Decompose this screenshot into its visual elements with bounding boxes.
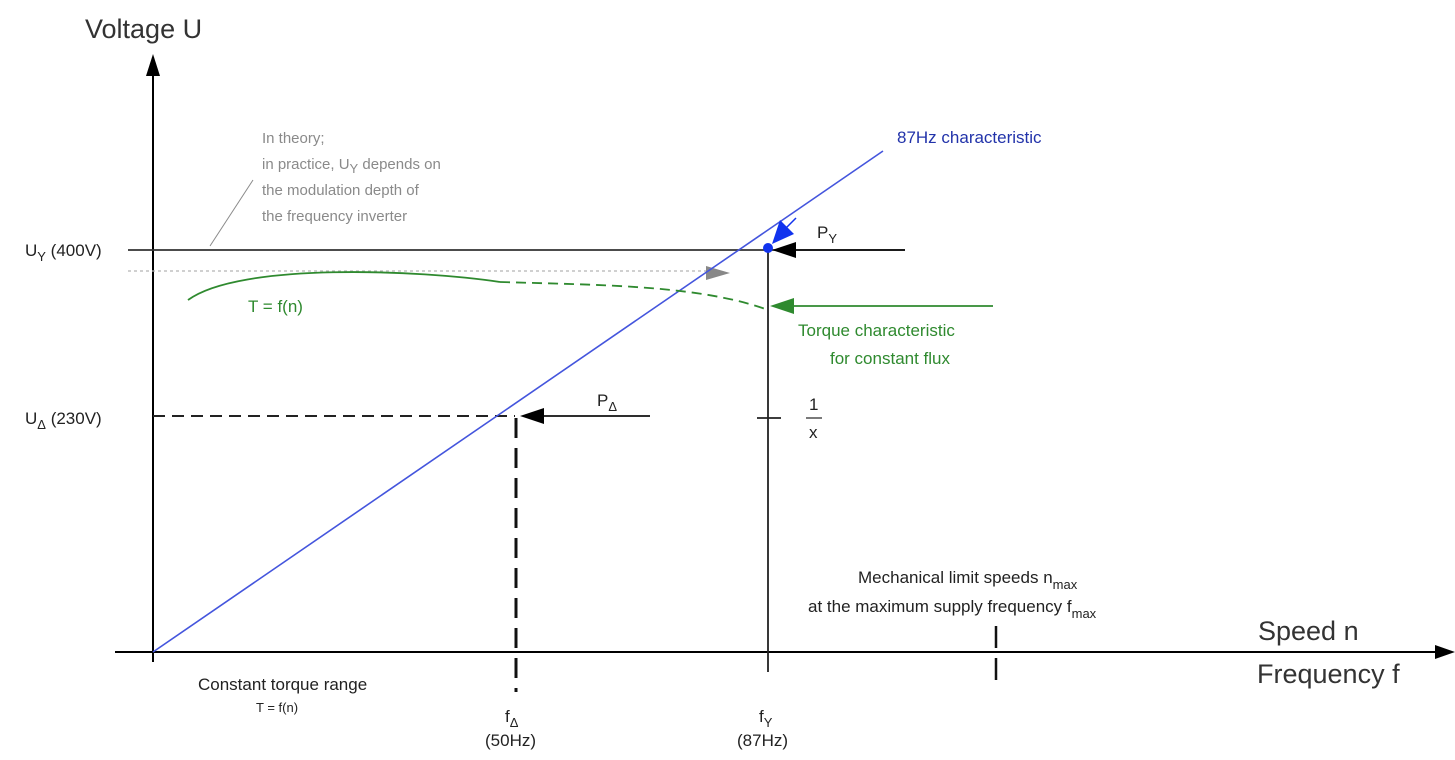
constant-torque-range-label: Constant torque range: [198, 675, 367, 694]
f-y-value: (87Hz): [737, 731, 788, 750]
u-delta-label: UΔ (230V): [25, 409, 102, 432]
note-line-4: the frequency inverter: [262, 208, 407, 225]
x-axis-title-speed: Speed n: [1258, 616, 1359, 646]
ratio-numerator: 1: [809, 395, 818, 414]
y-axis-arrowhead: [146, 54, 160, 76]
x-axis-title-frequency: Frequency f: [1257, 659, 1400, 689]
f-delta-label: fΔ: [505, 707, 519, 730]
torque-arrowhead: [770, 298, 794, 314]
ratio-denominator: x: [809, 423, 818, 442]
p-delta-label: PΔ: [597, 391, 617, 414]
note-line-3: the modulation depth of: [262, 182, 420, 199]
y-axis-title: Voltage U: [85, 14, 202, 44]
characteristic-pointer-line: [785, 217, 797, 229]
torque-curve-dashed: [499, 281, 769, 311]
u-y-label: UY (400V): [25, 241, 102, 264]
p-y-label: PY: [817, 223, 837, 246]
practical-voltage-arrowhead: [706, 266, 730, 280]
p-delta-arrowhead: [520, 408, 544, 424]
mechanical-limit-line-2: at the maximum supply frequency fmax: [808, 597, 1097, 621]
note-line-1: In theory;: [262, 130, 325, 147]
x-axis-arrowhead: [1435, 645, 1455, 659]
p-y-arrowhead: [772, 242, 796, 258]
mechanical-limit-line-1: Mechanical limit speeds nmax: [858, 568, 1078, 592]
nominal-point: [763, 243, 773, 253]
torque-characteristic-label-1: Torque characteristic: [798, 321, 955, 340]
torque-curve-solid: [187, 271, 501, 301]
f-y-label: fY: [759, 707, 773, 730]
torque-curve-label: T = f(n): [248, 297, 303, 316]
f-delta-value: (50Hz): [485, 731, 536, 750]
constant-torque-range-formula: T = f(n): [256, 700, 298, 715]
characteristic-pointer-arrowhead: [772, 220, 794, 244]
note-pointer-line: [209, 179, 254, 247]
87hz-characteristic-line: [152, 150, 884, 653]
characteristic-label: 87Hz characteristic: [897, 128, 1042, 147]
torque-characteristic-label-2: for constant flux: [830, 349, 951, 368]
note-line-2: in practice, UY depends on: [262, 156, 441, 176]
